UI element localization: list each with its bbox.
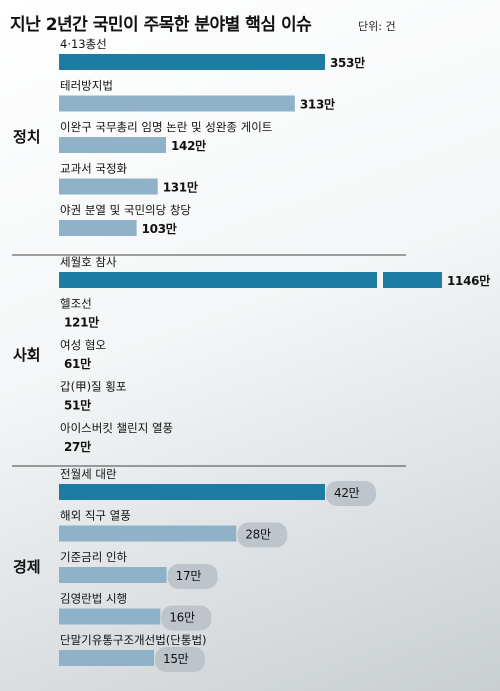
bar	[59, 137, 167, 153]
bar-value: 103만	[142, 221, 177, 236]
bar-value: 1146만	[447, 273, 490, 288]
bar-value: 61만	[64, 356, 91, 371]
unit-label: 단위: 건	[358, 20, 396, 33]
value-badge	[155, 647, 205, 672]
group-label: 사회	[13, 346, 41, 364]
bar-label: 전월세 대란	[60, 467, 117, 481]
bar-value: 17만	[176, 569, 202, 583]
bar	[59, 608, 161, 625]
bar-label: 세월호 참사	[60, 255, 117, 269]
bar-value: 28만	[245, 528, 271, 542]
bar-value: 15만	[163, 652, 189, 666]
bar-label: 헬조선	[60, 297, 92, 311]
bar-value: 121만	[64, 315, 99, 330]
bar	[59, 650, 154, 666]
bar-label: 교과서 국정화	[60, 162, 128, 176]
bar	[59, 484, 325, 500]
bar-label: 기준금리 인하	[60, 550, 128, 564]
value-badge	[161, 605, 212, 631]
bar	[59, 525, 237, 542]
bar-value: 51만	[64, 398, 91, 413]
bar	[59, 272, 377, 288]
bar-value: 131만	[163, 180, 198, 195]
bar-value: 16만	[169, 611, 195, 625]
bar-label: 단말기유통구조개선법(단통법)	[60, 633, 207, 647]
bar-value: 42만	[334, 486, 360, 500]
bar-value: 353만	[330, 55, 365, 70]
value-badge	[237, 522, 288, 548]
bar-label: 4·13총선	[60, 37, 107, 51]
bar	[59, 178, 158, 195]
bar-label: 이완구 국무총리 임명 논란 및 성완종 게이트	[60, 120, 272, 134]
group-label: 경제	[13, 558, 41, 576]
bar-break-segment	[383, 272, 442, 288]
bar-value: 313만	[300, 97, 335, 112]
bar-label: 아이스버킷 챌린지 열풍	[60, 421, 173, 435]
bar-label: 야권 분열 및 국민의당 창당	[60, 203, 191, 217]
bar-label: 테러방지법	[60, 79, 113, 93]
bar-value: 142만	[171, 138, 206, 153]
value-badge	[326, 481, 376, 506]
chart-title: 지난 2년간 국민이 주목한 분야별 핵심 이슈	[10, 15, 312, 35]
group-label: 정치	[13, 128, 41, 146]
bar-label: 해외 직구 열풍	[60, 509, 131, 523]
bar	[59, 567, 167, 583]
bar-label: 갑(甲)질 횡포	[60, 380, 126, 394]
bar-label: 여성 혐오	[60, 338, 106, 352]
bar	[59, 54, 325, 70]
bar-label: 김영란법 시행	[60, 592, 127, 606]
bar-value: 27만	[64, 439, 91, 454]
bar	[59, 220, 137, 236]
value-badge	[167, 564, 218, 589]
bar	[59, 95, 295, 112]
